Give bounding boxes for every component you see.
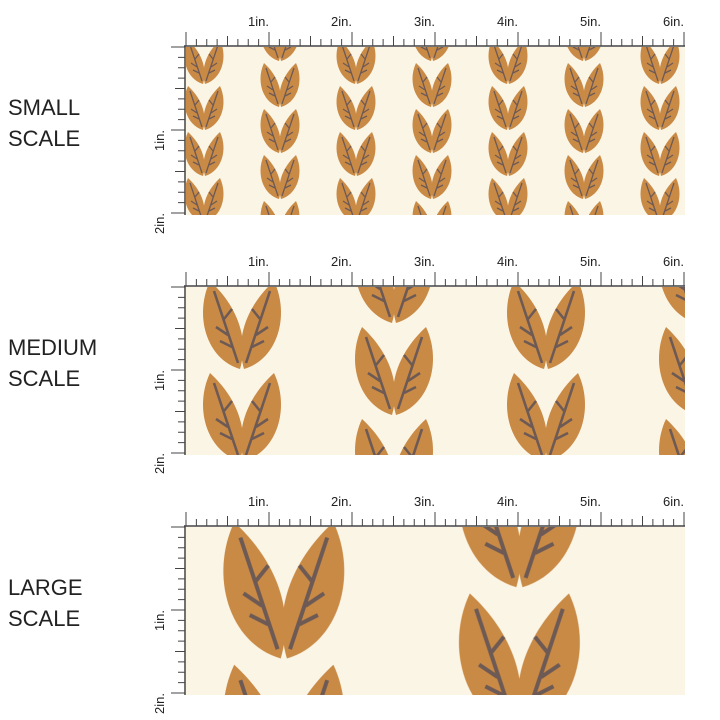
ruler-label: 2in. [331, 14, 352, 29]
panel: LARGE SCALE 1in. 2in. 3in. 4in. 5in. 6in. 1in. 2i… [8, 494, 685, 714]
ruler-label: 4in. [497, 14, 518, 29]
ruler-label: 4in. [497, 494, 518, 509]
ruler-label: 2in. [331, 254, 352, 269]
fabric-swatch [186, 527, 685, 695]
ruler-label: 3in. [414, 254, 435, 269]
ruler-label: 6in. [663, 254, 684, 269]
ruler-label: 4in. [497, 254, 518, 269]
ruler-label: 1in. [248, 254, 269, 269]
ruler-label: 1in. [152, 130, 167, 151]
ruler-label: 3in. [414, 494, 435, 509]
ruler-label: 2in. [152, 693, 167, 714]
ruler-label: 3in. [414, 14, 435, 29]
fabric-swatch [186, 47, 685, 215]
ruler-label: 5in. [580, 14, 601, 29]
ruler-label: 6in. [663, 494, 684, 509]
ruler-label: 2in. [152, 213, 167, 234]
scale-label: MEDIUM [8, 335, 97, 360]
fabric-swatch [186, 287, 685, 455]
ruler-label: 2in. [152, 453, 167, 474]
scale-label: SCALE [8, 606, 80, 631]
ruler-label: 5in. [580, 254, 601, 269]
ruler-label: 1in. [152, 370, 167, 391]
ruler-label: 6in. [663, 14, 684, 29]
ruler-label: 1in. [152, 610, 167, 631]
ruler-label: 5in. [580, 494, 601, 509]
panel: SMALL SCALE 1in. 2in. 3in. 4in. 5in. 6in. 1in. 2i… [8, 14, 685, 234]
scale-label: SCALE [8, 366, 80, 391]
ruler-label: 1in. [248, 494, 269, 509]
scale-label: SMALL [8, 95, 80, 120]
ruler-label: 1in. [248, 14, 269, 29]
scale-label: SCALE [8, 126, 80, 151]
ruler-label: 2in. [331, 494, 352, 509]
scale-label: LARGE [8, 575, 83, 600]
panel: MEDIUM SCALE 1in. 2in. 3in. 4in. 5in. 6in. 1in. 2… [8, 254, 685, 474]
